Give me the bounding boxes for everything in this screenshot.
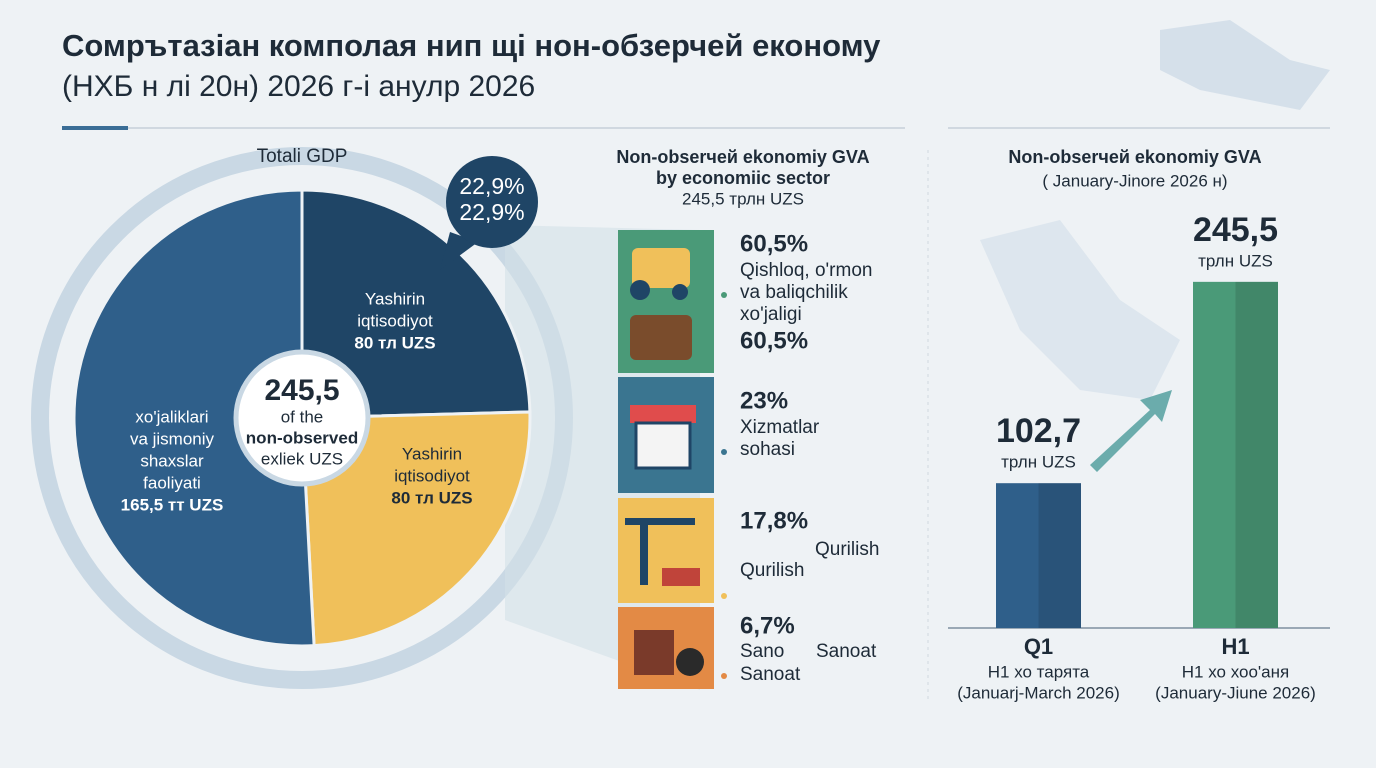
bar-shade [1038,483,1081,628]
chart-subtitle: 245,5 трлн UZS [682,189,804,208]
center-value: 245,5 [264,374,339,407]
bar-unit: трлн UZS [1198,251,1273,270]
annotation: 60,5% [740,327,808,354]
slice-label: faoliyati [143,473,201,492]
slice-label: xo'jaliklari [135,407,208,426]
callout [446,156,538,248]
slice-value-label: 165,5 тт UZS [121,495,224,514]
sector-label: Xizmatlar [740,417,820,438]
center-text: non-observed [246,428,358,447]
chart-subtitle: ( January-Jinore 2026 н) [1042,171,1227,190]
growth-arrow [1090,390,1172,472]
icon-tractor [630,280,650,300]
pie-slice [300,188,532,420]
chart-title: Totali GDP [257,146,348,167]
slice-label: iqtisodiyot [357,311,433,330]
center-text: exliek UZS [261,449,343,468]
bar-shade [1235,281,1278,628]
sector-label: Sano [740,641,784,662]
center-text: of the [281,407,324,426]
annotation: Qurilish [740,560,804,581]
chart-title: by economiic sector [656,168,830,188]
sector-value: 60,5% [740,230,808,257]
icon-crane [640,520,648,585]
x-sublabel: (Januarj-March 2026) [957,683,1120,702]
callout-text: 22,9% [459,173,524,199]
icon-crops [630,315,692,360]
bullet [721,292,727,298]
x-tick-label: H1 [1221,634,1249,659]
icon-crane [625,518,695,525]
slice-value-label: 80 тл UZS [354,333,435,352]
bar [1193,281,1278,628]
x-sublabel: (January-Jiune 2026) [1155,683,1316,702]
pie-slice [72,188,316,648]
map-shape [980,220,1180,400]
sector-label: va baliqchilik [740,282,848,303]
bullet [721,449,727,455]
x-tick-label: Q1 [1024,634,1053,659]
chart-title: Non-obserчей ekonomiy GVA [616,147,869,167]
icon-gear [676,648,704,676]
slice-label: va jismoniy [130,429,215,448]
x-sublabel: H1 хо тарята [988,662,1090,681]
bullet [721,673,727,679]
slice-label: shaxslar [140,451,204,470]
slice-label: Yashirin [402,444,462,463]
sector-label: xo'jaligi [740,304,802,325]
chart-title: Non-obserчей ekonomiy GVA [1008,147,1261,167]
icon-bricks [662,568,700,586]
slice-value-label: 80 тл UZS [391,488,472,507]
map-shape [1160,20,1330,110]
slice-label: iqtisodiyot [394,466,470,485]
sector-label: Qishloq, o'rmon [740,260,872,281]
icon-factory [634,630,674,675]
bullet [721,593,727,599]
sector-value: 17,8% [740,507,808,534]
sector-tile [618,498,714,603]
icon-shop [630,405,696,423]
bar [996,483,1081,628]
sector-value: 6,7% [740,612,795,639]
slice-label: Yashirin [365,289,425,308]
bar-value: 102,7 [996,412,1081,450]
x-sublabel: H1 хо хоо'аня [1182,662,1289,681]
icon-shop [634,421,692,470]
sector-value: 23% [740,387,788,414]
sector-label: sohasi [740,439,795,460]
annotation: Sanoat [740,664,801,685]
icon-tractor [672,284,688,300]
bar-value: 245,5 [1193,211,1278,249]
pie-slice [300,410,532,648]
sector-label: Sanoat [816,641,877,662]
page-subtitle: (НХБ н лі 20н) 2026 г-і анулр 2026 [62,70,535,103]
bar-unit: трлн UZS [1001,453,1076,472]
callout-text: 22,9% [459,199,524,225]
icons [625,248,704,676]
icon-tractor [632,248,690,288]
center-circle [233,349,371,487]
page-title: Сомрътазіан комполая нип щі нон-обзерчей… [62,28,881,63]
sector-label: Qurilish [815,539,879,560]
